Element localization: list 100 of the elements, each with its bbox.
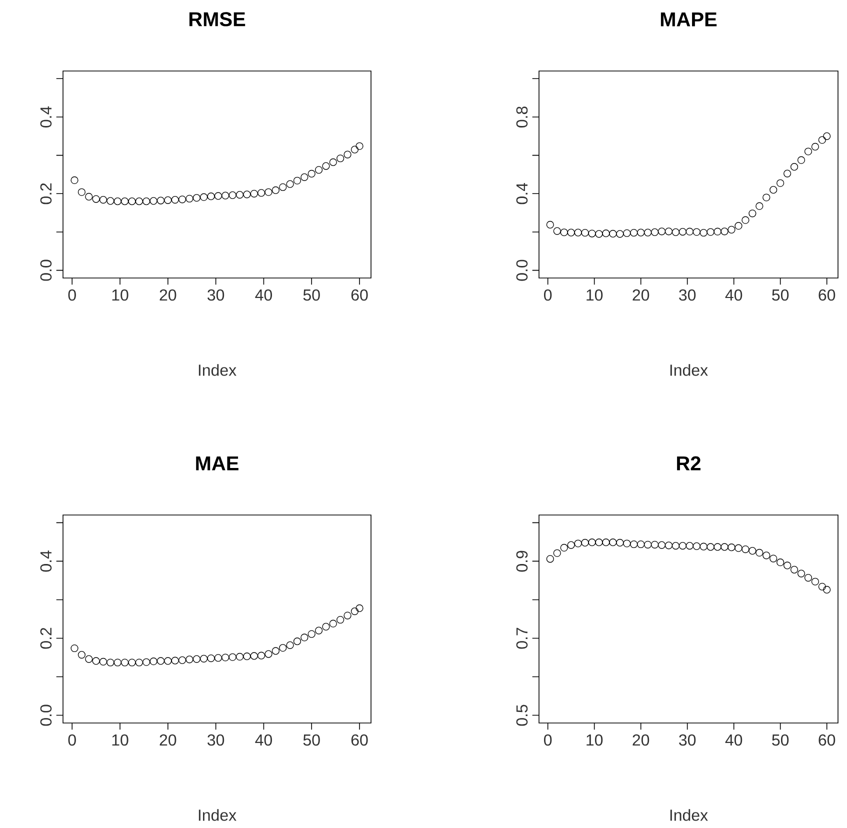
point [706,228,714,236]
point [602,538,610,546]
point [811,578,820,586]
point [207,192,215,200]
point [553,549,561,557]
point [616,538,624,547]
x-tick-label: 30 [208,289,224,301]
point [186,194,194,202]
x-tick-label: 20 [160,289,176,301]
point [567,228,575,236]
point [222,654,230,662]
point [171,656,179,664]
point [595,538,603,546]
y-tick-label: 0.5 [516,704,528,726]
point [250,190,258,198]
point [293,638,302,646]
y-tick-label: 0.2 [40,183,52,204]
point [186,656,194,664]
point [120,658,129,666]
x-tick-label: 40 [725,289,742,301]
point [728,544,736,552]
point [672,542,680,550]
chart-title: MAE [196,456,238,470]
point [264,188,272,196]
point [279,183,287,191]
x-tick-label: 50 [303,289,320,301]
point [644,228,652,236]
point [106,197,114,205]
point [356,142,364,150]
point [135,658,143,666]
point [714,543,722,551]
point [99,196,108,204]
x-tick-label: 40 [255,734,272,746]
point [574,540,582,548]
point [686,228,694,236]
x-axis-title: Index [198,809,236,821]
point [784,170,792,178]
point [99,658,108,666]
y-tick-label: 0.2 [40,628,52,649]
x-axis-title: Index [198,364,236,376]
point [344,612,352,620]
point [734,544,742,552]
point [574,228,582,236]
point [142,658,150,666]
point [70,176,78,184]
point [120,198,129,206]
point [228,191,236,199]
point [214,192,222,200]
x-tick-label: 20 [160,734,176,746]
point [78,651,86,659]
point [171,196,179,204]
point [106,658,114,666]
point [776,179,784,187]
y-tick-label: 0.8 [516,106,528,128]
point [797,570,806,578]
point [85,655,93,663]
point [228,653,236,661]
point [748,547,756,555]
point [308,630,316,638]
point [650,228,659,236]
point [243,190,251,198]
x-tick-label: 50 [772,289,789,301]
point [664,542,673,550]
chart-title: RMSE [189,12,246,26]
point [329,158,337,166]
point [797,156,806,164]
point [658,541,666,549]
point [720,228,728,236]
x-tick-label: 10 [586,734,603,746]
point [546,220,554,229]
point [700,228,708,237]
point [581,228,589,237]
x-tick-label: 60 [351,289,368,301]
point [78,188,86,196]
point [300,634,308,642]
point [658,228,666,236]
point [678,542,686,550]
point [356,604,364,612]
point [811,142,820,150]
point [92,195,100,203]
point [200,193,208,201]
point [70,644,78,652]
y-tick-label: 0.4 [516,183,528,204]
point [742,545,750,554]
point [85,192,93,201]
point [142,198,150,206]
chart-title: MAPE [660,12,717,26]
point [156,196,165,204]
point [756,548,764,557]
point [128,198,136,206]
point [790,566,798,574]
x-tick-label: 40 [725,734,742,746]
x-tick-label: 60 [351,734,368,746]
point [135,198,143,206]
point [630,540,638,548]
point [720,543,728,551]
point [770,186,778,194]
x-tick-label: 20 [632,734,650,746]
y-tick-label: 0.0 [516,260,528,281]
point [623,540,631,548]
